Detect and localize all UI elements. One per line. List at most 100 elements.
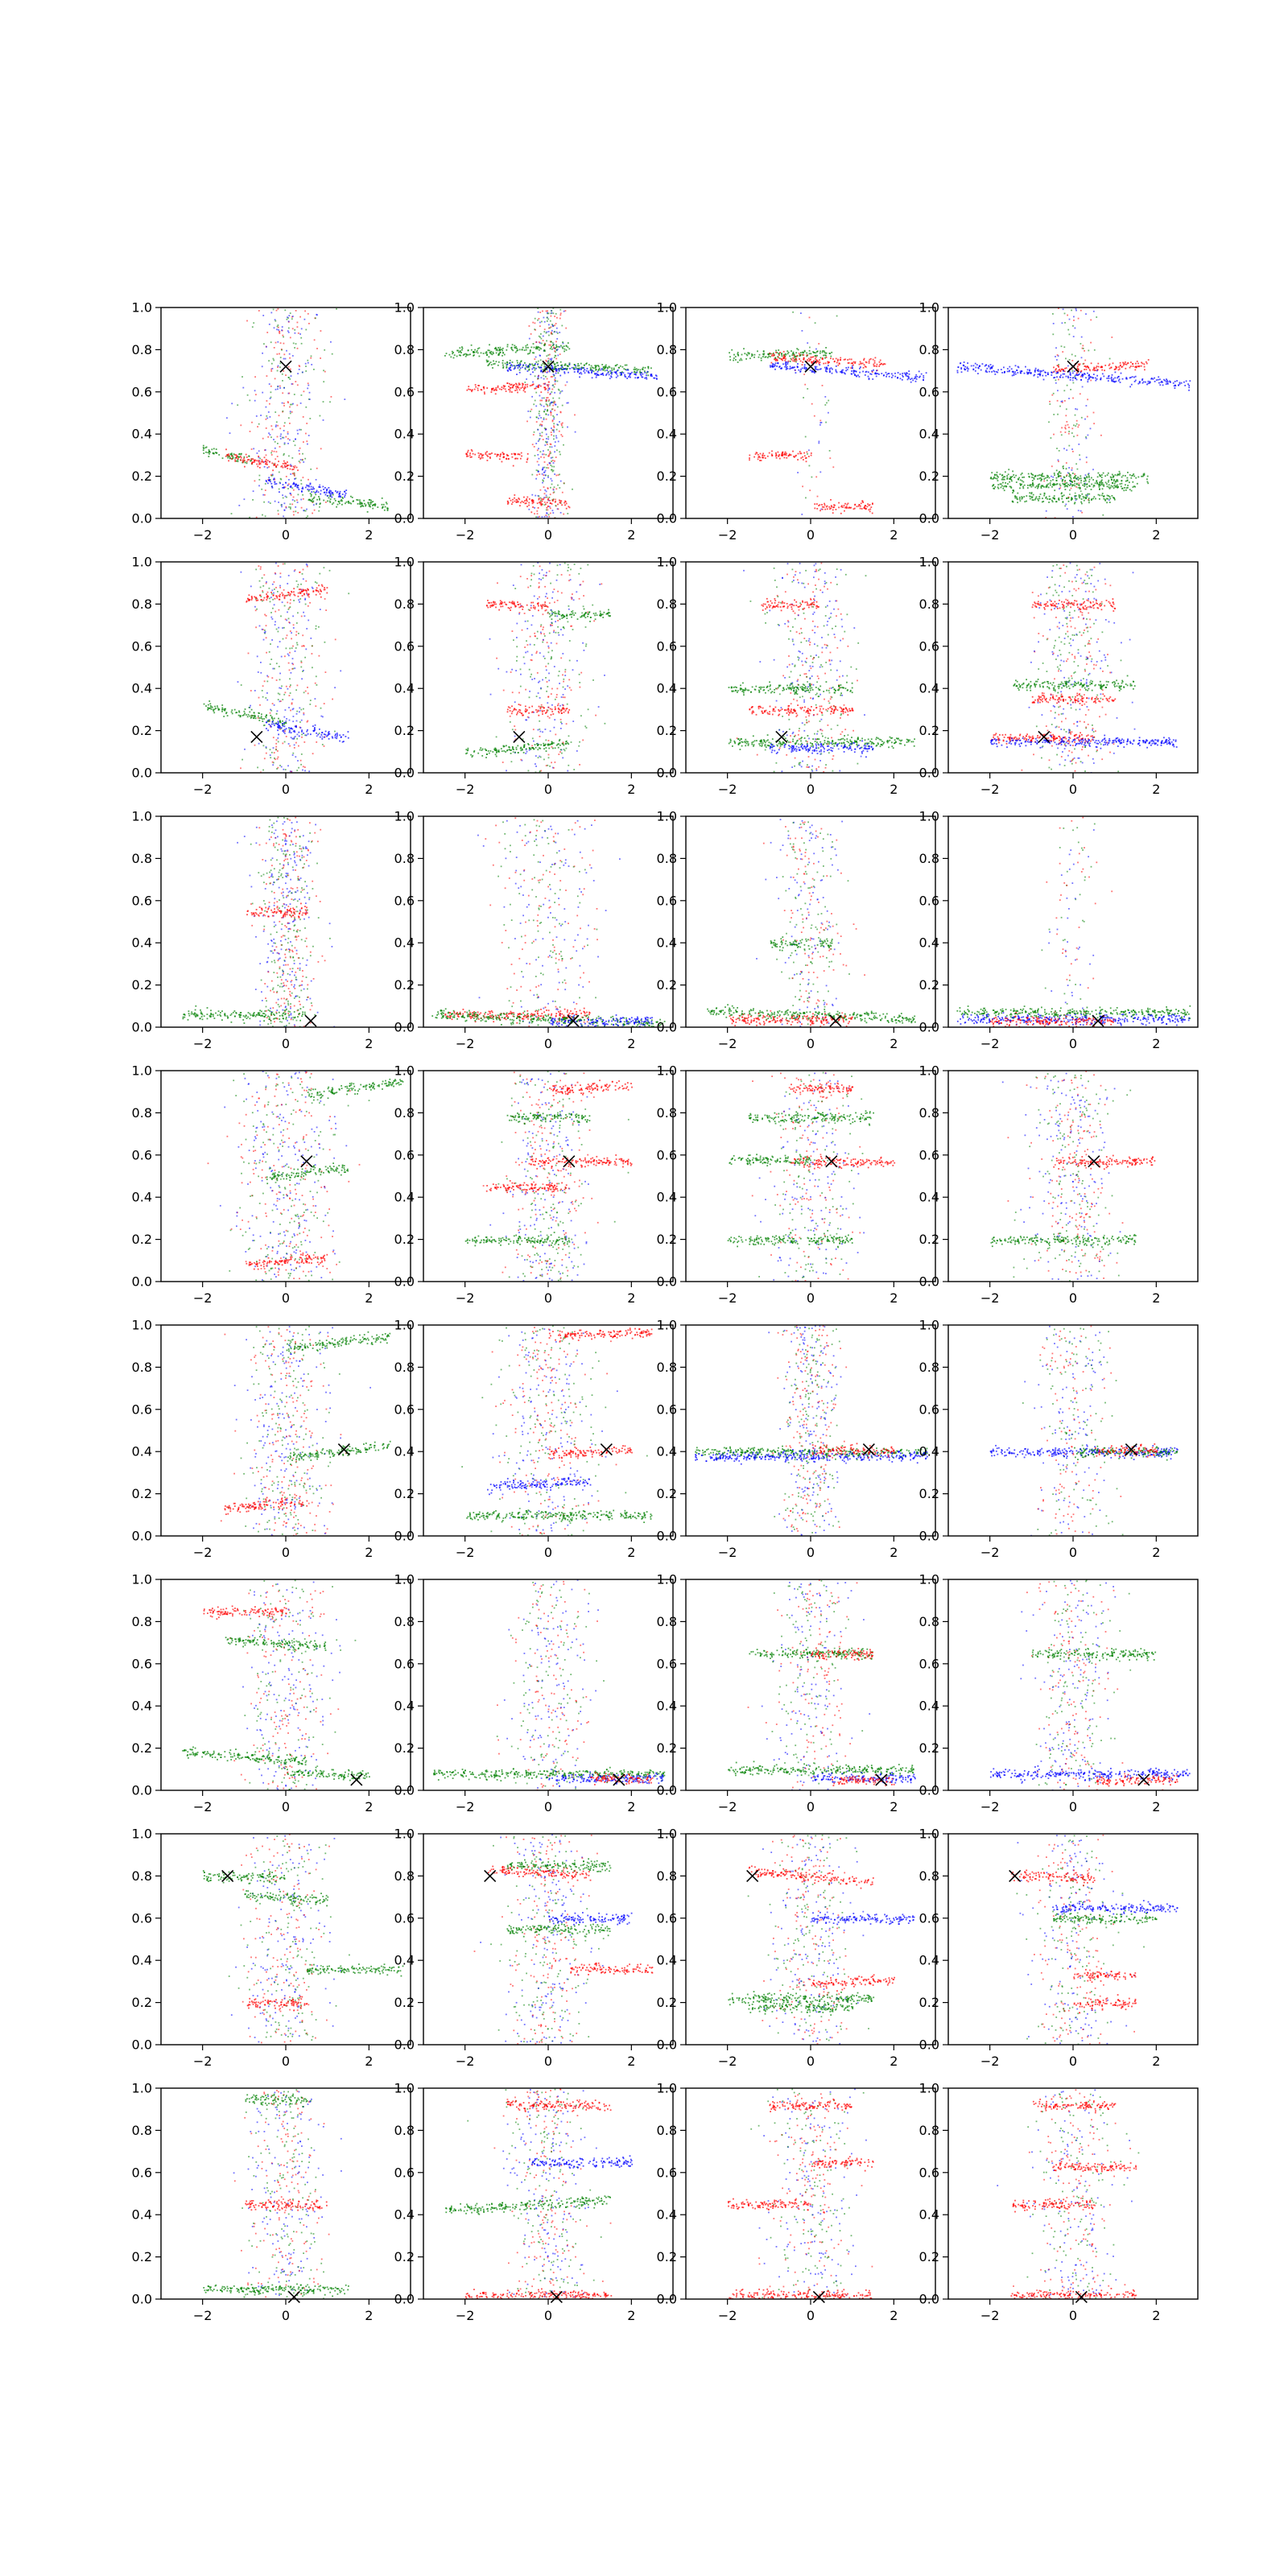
- point-blue: [544, 489, 547, 491]
- point-green: [279, 366, 281, 369]
- point-green: [360, 506, 361, 508]
- point-blue: [263, 460, 266, 463]
- point-red: [563, 513, 565, 515]
- point-green: [459, 347, 461, 349]
- point-green: [1063, 468, 1064, 469]
- point-green: [230, 454, 233, 456]
- point-blue: [811, 370, 814, 373]
- point-blue: [989, 370, 990, 373]
- point-green: [203, 452, 205, 454]
- point-green: [1007, 473, 1009, 476]
- point-green: [521, 349, 523, 351]
- point-blue: [545, 433, 547, 436]
- point-blue: [774, 362, 777, 365]
- point-green: [372, 504, 374, 506]
- point-green: [275, 411, 277, 413]
- point-red: [270, 725, 271, 728]
- point-blue: [1034, 371, 1036, 373]
- point-blue: [279, 727, 281, 729]
- point-green: [528, 365, 530, 368]
- point-blue: [993, 370, 996, 373]
- point-green: [209, 451, 211, 453]
- point-green: [269, 597, 270, 600]
- point-red: [262, 437, 264, 440]
- point-red: [1147, 359, 1150, 361]
- point-red: [865, 361, 868, 364]
- point-green: [747, 352, 749, 354]
- point-red: [260, 771, 262, 773]
- point-red: [854, 361, 857, 363]
- point-blue: [332, 492, 333, 493]
- point-blue: [266, 482, 269, 485]
- point-blue: [339, 490, 341, 493]
- point-red: [531, 502, 534, 505]
- point-blue: [554, 403, 556, 406]
- point-green: [1053, 484, 1055, 486]
- point-blue: [1068, 398, 1070, 399]
- point-red: [564, 384, 567, 386]
- point-blue: [537, 376, 539, 378]
- point-green: [300, 342, 303, 345]
- point-green: [278, 666, 280, 667]
- point-blue: [984, 365, 986, 367]
- point-green: [532, 343, 535, 345]
- point-blue: [1017, 372, 1019, 374]
- point-red: [467, 451, 469, 453]
- point-blue: [554, 451, 555, 453]
- point-blue: [300, 719, 303, 721]
- point-red: [228, 460, 229, 462]
- point-green: [993, 476, 995, 478]
- point-red: [282, 742, 284, 745]
- point-blue: [279, 435, 282, 437]
- point-red: [860, 502, 862, 505]
- point-red: [1088, 366, 1089, 368]
- point-blue: [324, 733, 327, 736]
- point-blue: [878, 374, 880, 375]
- point-red: [1090, 341, 1092, 344]
- point-red: [518, 383, 520, 386]
- point-red: [230, 458, 233, 460]
- point-blue: [524, 367, 526, 369]
- point-blue: [278, 502, 279, 503]
- point-green: [541, 320, 543, 323]
- point-green: [547, 449, 549, 451]
- point-red: [266, 591, 269, 593]
- point-blue: [815, 348, 817, 350]
- point-green: [1015, 474, 1017, 477]
- point-blue: [326, 488, 328, 490]
- point-green: [1091, 477, 1092, 479]
- point-green: [1068, 359, 1071, 361]
- point-blue: [554, 473, 555, 475]
- point-red: [293, 588, 295, 590]
- point-red: [560, 500, 563, 502]
- point-green: [551, 342, 554, 344]
- point-green: [1019, 479, 1022, 481]
- point-red: [544, 342, 546, 345]
- point-red: [826, 505, 828, 507]
- point-green: [292, 752, 295, 754]
- point-red: [802, 456, 803, 458]
- point-red: [283, 370, 285, 372]
- point-blue: [1100, 378, 1102, 381]
- point-green: [537, 469, 539, 472]
- point-blue: [290, 737, 292, 739]
- point-green: [781, 355, 783, 357]
- point-blue: [548, 370, 551, 373]
- point-green: [292, 342, 295, 345]
- point-blue: [243, 498, 246, 501]
- point-blue: [1162, 384, 1164, 386]
- point-blue: [266, 467, 269, 469]
- point-red: [528, 498, 530, 500]
- point-green: [276, 325, 279, 328]
- point-blue: [985, 369, 987, 372]
- point-red: [1137, 365, 1139, 367]
- point-green: [485, 351, 488, 353]
- point-red: [279, 446, 281, 448]
- point-blue: [279, 641, 281, 642]
- point-red: [530, 511, 533, 514]
- point-green: [543, 331, 546, 332]
- point-blue: [1075, 373, 1078, 375]
- point-blue: [985, 364, 987, 366]
- point-blue: [303, 713, 305, 716]
- point-red: [1119, 361, 1121, 364]
